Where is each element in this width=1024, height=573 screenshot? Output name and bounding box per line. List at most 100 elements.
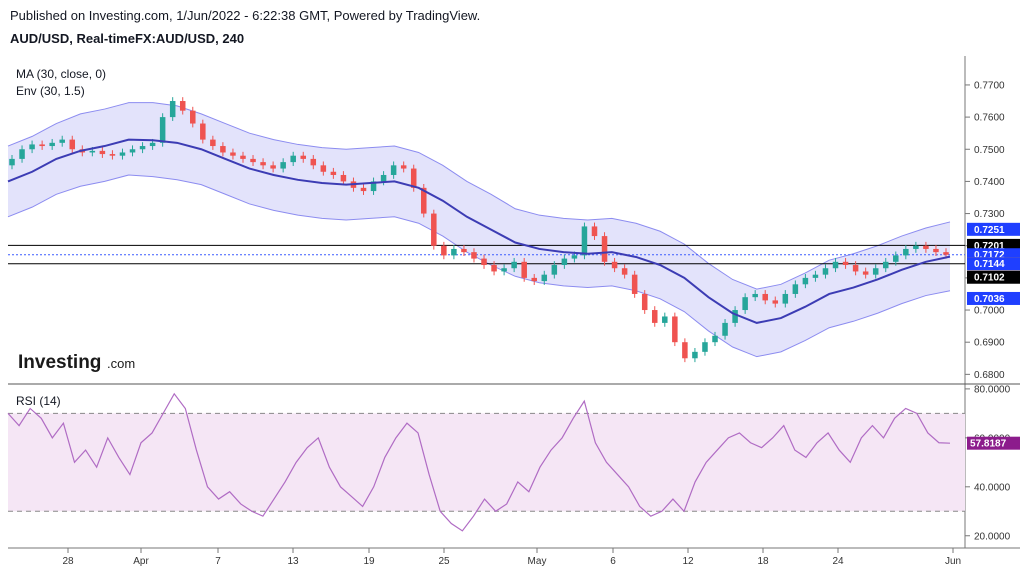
- candle-body: [69, 139, 76, 150]
- candle-body: [903, 248, 909, 256]
- candle-body: [662, 316, 668, 323]
- candle-body: [29, 144, 35, 150]
- investing-logo: Investing .com: [18, 352, 135, 373]
- rsi-tick-label: 40.0000: [974, 482, 1011, 493]
- price-tick-label: 0.7000: [974, 306, 1005, 317]
- time-tick-label: 7: [215, 556, 221, 567]
- time-tick-label: 13: [287, 556, 299, 567]
- candle-body: [792, 284, 799, 294]
- candle-body: [380, 174, 387, 182]
- candle-body: [762, 293, 768, 301]
- candle-body: [481, 258, 487, 266]
- price-badges: 0.72510.72010.71720.71440.71440.71020.70…: [967, 222, 1020, 450]
- logo-suffix: .com: [107, 356, 135, 371]
- time-tick-label: 12: [682, 556, 694, 567]
- price-tick-label: 0.7400: [974, 177, 1005, 188]
- price-tick-label: 0.7600: [974, 113, 1005, 124]
- price-badge: [967, 222, 1020, 236]
- candle-body: [451, 248, 457, 256]
- candle-body: [561, 258, 568, 266]
- ma-indicator-label[interactable]: MA (30, close, 0): [16, 67, 106, 81]
- rsi-value-badge-label: 57.8187: [970, 439, 1007, 450]
- candle-body: [611, 261, 618, 269]
- candle-body: [471, 252, 477, 259]
- candle-body: [431, 213, 437, 246]
- price-pane: [7, 97, 965, 363]
- candle-body: [742, 297, 748, 311]
- rsi-tick-label: 80.0000: [974, 384, 1011, 395]
- candle-body: [320, 165, 327, 172]
- candle-body: [782, 293, 789, 304]
- candle-body: [210, 139, 216, 147]
- price-badge-label: 0.7172: [974, 250, 1005, 261]
- time-tick-label: 19: [363, 556, 375, 567]
- candle-body: [521, 261, 527, 278]
- candle-body: [149, 142, 156, 147]
- candle-body: [390, 165, 397, 175]
- price-badge: [967, 291, 1020, 305]
- symbol-title: AUD/USD, Real-timeFX:AUD/USD, 240: [10, 31, 245, 46]
- candle-body: [280, 162, 286, 169]
- price-badge-label: 0.7251: [974, 225, 1005, 236]
- candle-body: [290, 155, 296, 163]
- candle-body: [692, 351, 698, 359]
- published-caption: Published on Investing.com, 1/Jun/2022 -…: [10, 8, 481, 23]
- price-tick-label: 0.6900: [974, 338, 1005, 349]
- candle-body: [842, 261, 849, 266]
- price-badge-label: 0.7201: [974, 241, 1005, 252]
- price-tick-label: 0.7700: [974, 80, 1005, 91]
- candle-body: [190, 110, 196, 124]
- candle-body: [571, 255, 578, 259]
- envelope-upper-line: [7, 102, 951, 290]
- candle-body: [220, 146, 226, 153]
- candle-body: [601, 236, 608, 262]
- candle-body: [260, 162, 266, 166]
- price-badge-label: 0.7102: [974, 273, 1005, 284]
- candle-body: [119, 152, 126, 156]
- candle-body: [310, 158, 317, 166]
- candle-body: [159, 117, 166, 143]
- candle-body: [541, 274, 548, 282]
- rsi-indicator-label[interactable]: RSI (14): [16, 394, 61, 408]
- candle-body: [913, 245, 919, 249]
- candle-body: [169, 101, 176, 118]
- candle-body: [99, 150, 106, 155]
- price-tick-label: 0.7300: [974, 209, 1005, 220]
- logo-wordmark: Investing: [18, 352, 101, 373]
- candle-body: [129, 149, 136, 153]
- time-tick-label: 28: [62, 556, 74, 567]
- candle-body: [340, 174, 347, 182]
- price-badge-label: 0.7144: [974, 259, 1005, 270]
- candle-body: [370, 181, 377, 192]
- candle-body: [410, 168, 417, 188]
- candle-body: [19, 149, 25, 159]
- env-indicator-label[interactable]: Env (30, 1.5): [16, 84, 85, 98]
- rsi-pane: [7, 392, 965, 532]
- candle-body: [702, 342, 708, 352]
- candle-body: [682, 342, 688, 359]
- candle-body: [943, 252, 949, 255]
- candle-body: [862, 271, 869, 275]
- candle-body: [461, 248, 467, 253]
- candle-body: [360, 187, 367, 192]
- candle-body: [641, 293, 648, 311]
- candle-body: [179, 101, 186, 111]
- candle-body: [772, 300, 779, 304]
- rsi-value-badge: [967, 436, 1020, 450]
- candle-body: [893, 255, 899, 262]
- rsi-band-fill: [8, 413, 965, 512]
- envelope-lower-line: [7, 174, 951, 358]
- time-tick-label: 25: [438, 556, 450, 567]
- price-tick-label: 0.7500: [974, 145, 1005, 156]
- candle-body: [49, 142, 55, 147]
- time-tick-label: 6: [610, 556, 616, 567]
- candle-body: [923, 245, 929, 249]
- time-tick-label: 24: [832, 556, 844, 567]
- candle-body: [591, 226, 598, 237]
- time-tick-label: Apr: [133, 556, 149, 567]
- candle-body: [240, 155, 246, 159]
- price-badge: [967, 257, 1020, 271]
- candle-body: [872, 268, 879, 275]
- candle-body: [802, 277, 809, 285]
